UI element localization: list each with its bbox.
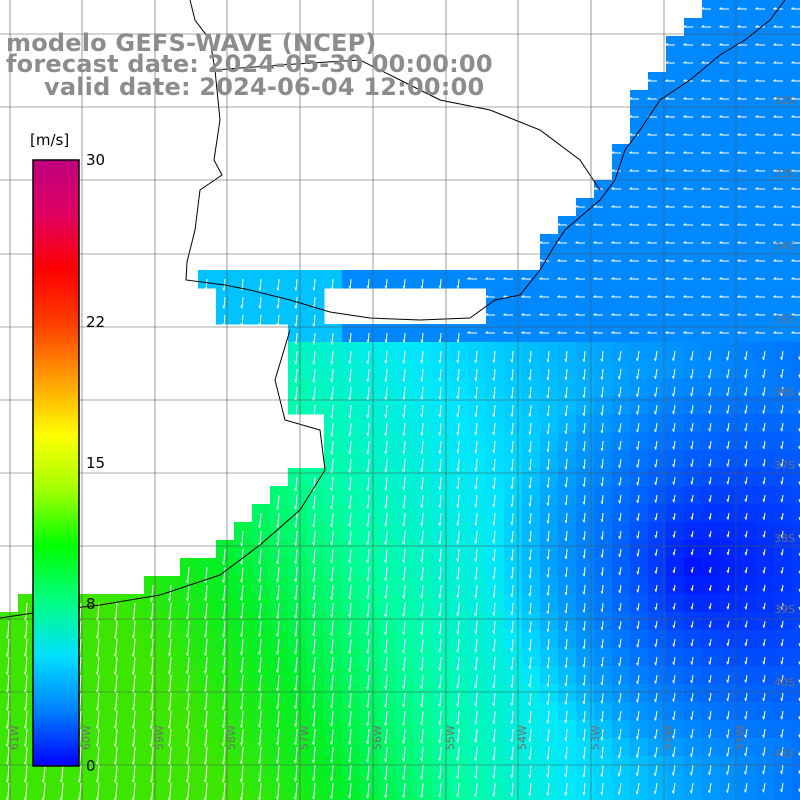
- colorbar-tick-label: 0: [86, 757, 96, 775]
- colorbar-tick-label: 8: [86, 595, 96, 613]
- colorbar-tick-label: 15: [86, 454, 105, 472]
- colorbar-tick-label: 22: [86, 313, 105, 331]
- colorbar-tick-label: 30: [86, 151, 105, 169]
